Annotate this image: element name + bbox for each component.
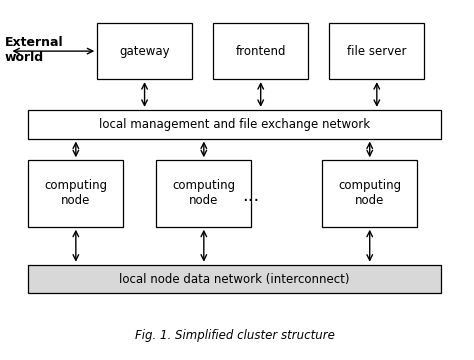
Text: ...: ... bbox=[243, 187, 260, 205]
Text: computing
node: computing node bbox=[172, 180, 236, 207]
Bar bbox=[28, 160, 123, 227]
Text: computing
node: computing node bbox=[44, 180, 108, 207]
Text: frontend: frontend bbox=[236, 45, 286, 58]
Text: gateway: gateway bbox=[119, 45, 170, 58]
Bar bbox=[322, 160, 417, 227]
Text: External
world: External world bbox=[5, 36, 64, 64]
Bar bbox=[329, 23, 424, 79]
Text: Fig. 1. Simplified cluster structure: Fig. 1. Simplified cluster structure bbox=[135, 329, 335, 342]
Bar bbox=[97, 23, 192, 79]
Bar bbox=[156, 160, 251, 227]
Text: computing
node: computing node bbox=[338, 180, 401, 207]
Bar bbox=[213, 23, 308, 79]
Bar bbox=[28, 110, 441, 139]
Text: local node data network (interconnect): local node data network (interconnect) bbox=[119, 273, 350, 285]
Text: local management and file exchange network: local management and file exchange netwo… bbox=[99, 118, 370, 131]
Bar bbox=[28, 265, 441, 293]
Text: file server: file server bbox=[347, 45, 407, 58]
